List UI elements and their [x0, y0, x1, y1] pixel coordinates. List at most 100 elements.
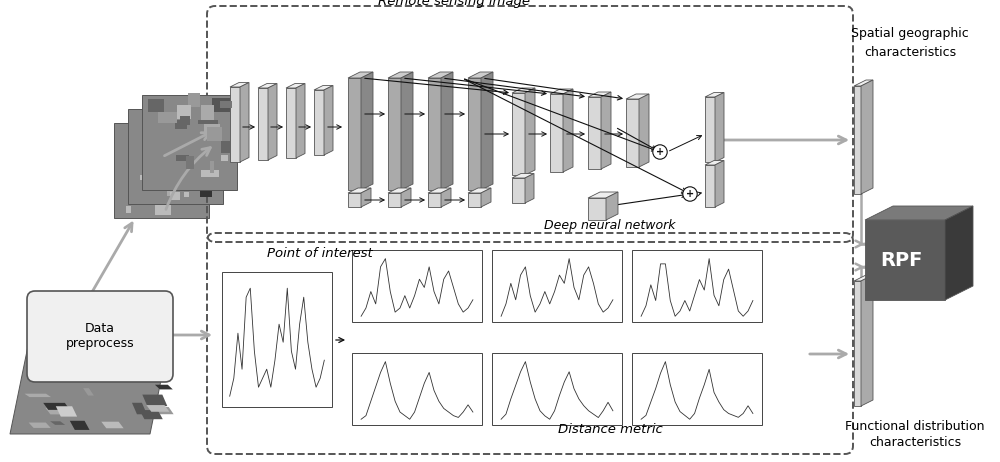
FancyBboxPatch shape [157, 153, 165, 166]
FancyBboxPatch shape [137, 197, 152, 205]
Polygon shape [626, 99, 639, 167]
Text: Point of interest: Point of interest [267, 247, 373, 260]
Polygon shape [324, 85, 333, 155]
Polygon shape [348, 188, 371, 193]
FancyBboxPatch shape [168, 189, 183, 197]
Polygon shape [428, 193, 441, 207]
Polygon shape [639, 94, 649, 167]
Polygon shape [361, 188, 371, 207]
Polygon shape [715, 160, 724, 207]
Polygon shape [481, 188, 491, 207]
FancyBboxPatch shape [200, 187, 212, 197]
Polygon shape [258, 84, 277, 88]
Polygon shape [512, 93, 525, 175]
FancyBboxPatch shape [177, 105, 191, 119]
FancyBboxPatch shape [187, 123, 198, 134]
FancyBboxPatch shape [161, 135, 177, 149]
FancyBboxPatch shape [167, 191, 173, 195]
Polygon shape [70, 421, 90, 430]
Polygon shape [314, 85, 333, 90]
FancyBboxPatch shape [147, 119, 166, 131]
Text: Distance metric: Distance metric [558, 423, 662, 436]
FancyBboxPatch shape [180, 116, 190, 125]
Polygon shape [588, 97, 601, 169]
Text: Remote sensing image: Remote sensing image [378, 0, 530, 8]
Polygon shape [512, 178, 525, 203]
Polygon shape [428, 188, 451, 193]
Polygon shape [101, 363, 118, 366]
Text: Spatial geographic: Spatial geographic [851, 28, 969, 41]
Polygon shape [588, 198, 606, 220]
FancyBboxPatch shape [160, 162, 168, 169]
Polygon shape [45, 408, 69, 414]
FancyBboxPatch shape [198, 157, 217, 164]
Polygon shape [83, 388, 94, 395]
FancyBboxPatch shape [221, 155, 228, 161]
FancyBboxPatch shape [128, 109, 223, 204]
Polygon shape [50, 421, 65, 425]
Polygon shape [441, 188, 451, 207]
Text: +: + [686, 189, 694, 199]
Polygon shape [129, 361, 142, 364]
Text: characteristics: characteristics [869, 436, 961, 449]
Polygon shape [512, 88, 535, 93]
FancyBboxPatch shape [220, 101, 232, 108]
Text: Data
preprocess: Data preprocess [66, 322, 134, 351]
Polygon shape [56, 406, 77, 417]
Polygon shape [525, 88, 535, 175]
Polygon shape [705, 97, 715, 162]
Polygon shape [865, 206, 973, 220]
FancyBboxPatch shape [126, 207, 131, 213]
Polygon shape [388, 193, 401, 207]
Polygon shape [865, 220, 945, 300]
FancyBboxPatch shape [184, 192, 189, 197]
Polygon shape [626, 94, 649, 99]
FancyBboxPatch shape [352, 353, 482, 425]
FancyBboxPatch shape [187, 172, 193, 178]
FancyBboxPatch shape [142, 95, 237, 190]
FancyBboxPatch shape [162, 170, 178, 178]
Polygon shape [296, 84, 305, 158]
FancyBboxPatch shape [199, 120, 203, 126]
Polygon shape [441, 72, 453, 190]
FancyBboxPatch shape [492, 250, 622, 322]
FancyBboxPatch shape [186, 156, 194, 169]
Polygon shape [468, 78, 481, 190]
FancyBboxPatch shape [187, 119, 202, 129]
FancyBboxPatch shape [153, 193, 162, 202]
Polygon shape [142, 395, 167, 406]
Polygon shape [348, 72, 373, 78]
FancyBboxPatch shape [198, 121, 218, 124]
Polygon shape [705, 165, 715, 207]
Polygon shape [258, 88, 268, 160]
Polygon shape [43, 403, 70, 410]
Polygon shape [388, 188, 411, 193]
FancyBboxPatch shape [142, 171, 149, 185]
FancyBboxPatch shape [160, 175, 167, 189]
FancyBboxPatch shape [212, 97, 230, 111]
Polygon shape [563, 89, 573, 172]
FancyBboxPatch shape [210, 135, 222, 146]
FancyBboxPatch shape [190, 136, 200, 140]
FancyBboxPatch shape [114, 123, 209, 218]
FancyBboxPatch shape [213, 126, 232, 134]
FancyBboxPatch shape [210, 161, 214, 173]
Text: Deep neural network: Deep neural network [544, 219, 676, 232]
Polygon shape [113, 351, 137, 357]
Polygon shape [155, 407, 174, 414]
Polygon shape [314, 90, 324, 155]
Polygon shape [601, 92, 611, 169]
Polygon shape [705, 92, 724, 97]
Circle shape [653, 145, 667, 159]
FancyBboxPatch shape [221, 141, 230, 153]
Polygon shape [854, 281, 861, 406]
FancyBboxPatch shape [132, 136, 147, 140]
FancyBboxPatch shape [187, 145, 192, 154]
Polygon shape [240, 83, 249, 162]
Polygon shape [29, 423, 51, 428]
Polygon shape [861, 275, 873, 406]
FancyBboxPatch shape [155, 202, 171, 215]
FancyBboxPatch shape [201, 105, 214, 120]
Polygon shape [945, 206, 973, 300]
Polygon shape [97, 364, 121, 370]
